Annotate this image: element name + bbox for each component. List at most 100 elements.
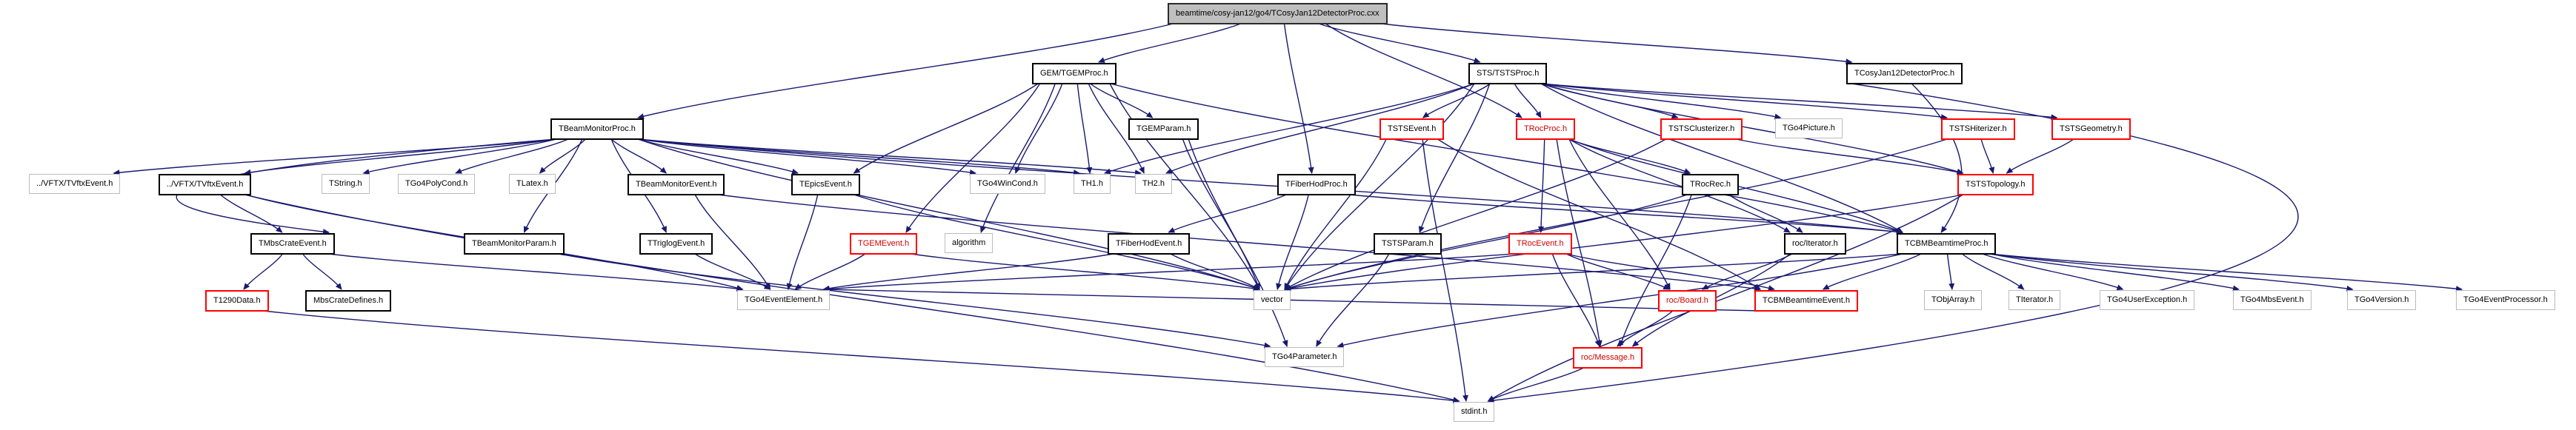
graph-node-tfiberhodproc[interactable]: TFiberHodProc.h — [1277, 174, 1356, 195]
include-edge-tstsevent-to-stdint — [1422, 138, 1468, 402]
include-edge-sts-to-tgo4picture — [1540, 83, 1782, 120]
include-edge-trocproc-to-rocboard — [1568, 138, 1671, 290]
include-edge-sts-to-tstsgeom — [1540, 83, 2058, 121]
graph-node-tstsparam[interactable]: TSTSParam.h — [1374, 233, 1442, 255]
graph-node-tstsclust[interactable]: TSTSClusterizer.h — [1660, 118, 1743, 140]
graph-node-t1290[interactable]: T1290Data.h — [205, 290, 269, 312]
graph-node-gem[interactable]: GEM/TGEMProc.h — [1032, 63, 1116, 84]
include-edge-tstsclust-to-tststopo — [1736, 138, 1964, 175]
graph-node-th1: TH1.h — [1074, 174, 1111, 194]
graph-node-tlatex: TLatex.h — [509, 174, 556, 194]
include-edge-tstsevent-to-tcbmevent — [1437, 138, 1761, 290]
graph-node-algorithm: algorithm — [945, 233, 994, 253]
graph-node-tepics[interactable]: TEpicsEvent.h — [791, 174, 860, 195]
include-edge-rocmessage-to-stdint — [1487, 367, 1584, 402]
include-edge-tbeammonproc-to-tgo4polycond — [455, 138, 569, 174]
include-edge-tepics-to-tgo4eventelem — [786, 194, 819, 290]
include-edge-tbeammonproc-to-tepics — [637, 138, 799, 175]
graph-node-th2: TH2.h — [1135, 174, 1172, 194]
include-edge-tcbmproc-to-tgo4mbsevent — [1989, 253, 2240, 292]
graph-node-trocrec[interactable]: TRocRec.h — [1682, 174, 1740, 195]
include-edge-sts-to-tstshit — [1540, 83, 1948, 121]
graph-node-tgo4polycond: TGo4PolyCond.h — [398, 174, 476, 194]
graph-node-vector: vector — [1254, 290, 1291, 310]
include-edge-tcosy-to-tcbmproc — [1911, 83, 1963, 233]
graph-node-tcbmevent[interactable]: TCBMBeamtimeEvent.h — [1754, 290, 1858, 312]
include-edge-gem-to-vector — [1109, 83, 1260, 290]
include-edge-trocrec-to-rociter — [1728, 194, 1803, 233]
include-edge-gem-to-tepics — [853, 83, 1039, 174]
include-edge-tbeammonproc-to-vftx1 — [113, 138, 557, 176]
include-edge-trocproc-to-trocevent — [1538, 138, 1545, 233]
graph-node-mbscratedef[interactable]: MbsCrateDefines.h — [305, 290, 392, 312]
include-edge-sts-to-tststopo — [1540, 83, 1964, 175]
graph-node-rocboard[interactable]: roc/Board.h — [1658, 290, 1717, 312]
graph-node-tgo4eventelem: TGo4EventElement.h — [737, 290, 831, 310]
graph-node-tbeammonparam[interactable]: TBeamMonitorParam.h — [464, 233, 565, 255]
graph-node-tgo4eventproc: TGo4EventProcessor.h — [2456, 290, 2555, 310]
graph-node-vftx1: ../VFTX/TVftxEvent.h — [29, 174, 121, 194]
graph-node-vftx2[interactable]: ../VFTX/TVftxEvent.h — [159, 174, 252, 195]
include-edge-tbeammonproc-to-th1 — [637, 138, 1080, 176]
include-edge-tmbscrate-to-t1290 — [243, 253, 284, 290]
include-edge-tmbscrate-to-tgo4eventelem — [328, 253, 744, 292]
include-edge-tgemparam-to-tgo4param — [1188, 138, 1288, 347]
include-edge-gem-to-tcbmproc — [1110, 83, 1903, 234]
graph-node-rocmessage[interactable]: roc/Message.h — [1573, 347, 1643, 369]
graph-node-tbeammonevent[interactable]: TBeamMonitorEvent.h — [628, 174, 725, 195]
include-edge-tbeammonproc-to-vector — [637, 138, 1260, 291]
include-edge-sts-to-tstsparam — [1418, 83, 1491, 233]
graph-node-tcbmproc[interactable]: TCBMBeamtimeProc.h — [1897, 233, 1997, 255]
graph-node-tstsevent[interactable]: TSTSEvent.h — [1379, 118, 1445, 140]
include-edge-rocboard-to-rocmessage — [1617, 310, 1674, 347]
include-edge-tstsparam-to-tgo4param — [1316, 253, 1390, 347]
graph-node-tstshit[interactable]: TSTSHiterizer.h — [1941, 118, 2015, 140]
graph-node-tbeammonproc[interactable]: TBeamMonitorProc.h — [550, 118, 644, 140]
include-edge-tbeammonproc-to-tgo4wincond — [637, 138, 976, 175]
graph-node-tgemevent[interactable]: TGEMEvent.h — [850, 233, 918, 255]
graph-node-rociter[interactable]: roc/Iterator.h — [1784, 233, 1846, 255]
include-edge-rociter-to-rocboard — [1701, 253, 1793, 290]
include-edge-trocproc-to-rociter — [1568, 138, 1791, 233]
include-edge-tstsgeom-to-tststopo — [2006, 138, 2074, 174]
include-edge-tstsevent-to-vector — [1284, 138, 1387, 290]
graph-node-ttriglog[interactable]: TTriglogEvent.h — [639, 233, 713, 255]
include-edge-tcbmproc-to-titerator — [1961, 253, 2025, 290]
graph-node-titerator: TIterator.h — [2008, 290, 2061, 310]
include-edge-tcbmproc-to-vector — [1284, 253, 1903, 292]
include-edge-tfiberhodproc-to-vector — [1276, 194, 1309, 290]
graph-node-tstsgeom[interactable]: TSTSGeometry.h — [2051, 118, 2131, 140]
graph-node-stdint: stdint.h — [1454, 402, 1495, 422]
graph-node-tfiberhodevent[interactable]: TFiberHodEvent.h — [1108, 233, 1191, 255]
include-edge-trocproc-to-trocrec — [1568, 138, 1691, 174]
include-edge-gem-to-th1 — [1076, 83, 1093, 174]
include-edge-sts-to-trocproc — [1514, 83, 1542, 118]
graph-node-tcosy[interactable]: TCosyJan12DetectorProc.h — [1846, 63, 1963, 84]
include-edge-trocevent-to-tcbmevent — [1565, 253, 1775, 292]
include-edge-tcbmproc-to-tcbmevent — [1822, 253, 1922, 290]
graph-node-trocevent[interactable]: TRocEvent.h — [1508, 233, 1572, 255]
include-edge-vftx2-to-tmbscrate — [219, 194, 283, 233]
graph-node-tgemparam[interactable]: TGEMParam.h — [1128, 118, 1199, 140]
graph-node-tgo4mbsevent: TGo4MbsEvent.h — [2233, 290, 2312, 310]
include-edge-tcbmproc-to-tobjarray — [1946, 253, 1955, 290]
include-edge-trocevent-to-tgo4eventelem — [822, 253, 1515, 292]
include-edge-tcbmproc-to-tgo4version — [1989, 253, 2354, 292]
graph-node-sts[interactable]: STS/TSTSProc.h — [1468, 63, 1548, 84]
graph-node-tgo4picture: TGo4Picture.h — [1775, 118, 1843, 138]
graph-node-tststopo[interactable]: TSTSTopology.h — [1957, 174, 2034, 195]
include-edge-trocevent-to-rocboard — [1565, 253, 1671, 290]
include-edge-trocrec-to-rocmessage — [1619, 194, 1692, 347]
graph-node-tstring: TString.h — [322, 174, 370, 194]
include-edge-tststopo-to-stdint — [1487, 194, 1963, 402]
include-edge-tfiberhodevent-to-vector — [1170, 253, 1260, 290]
graph-node-tmbscrate[interactable]: TMbsCrateEvent.h — [250, 233, 335, 255]
graph-node-trocproc[interactable]: TRocProc.h — [1516, 118, 1576, 140]
include-edge-root-to-sts — [1318, 23, 1481, 64]
include-edge-tgemevent-to-tgo4eventelem — [794, 253, 866, 290]
include-edge-sts-to-tcbmproc — [1540, 83, 1903, 233]
include-edge-tstshit-to-vector — [1284, 138, 1948, 291]
include-edge-sts-to-tstsclust — [1540, 83, 1679, 119]
graph-node-tgo4userexc: TGo4UserException.h — [2100, 290, 2195, 310]
